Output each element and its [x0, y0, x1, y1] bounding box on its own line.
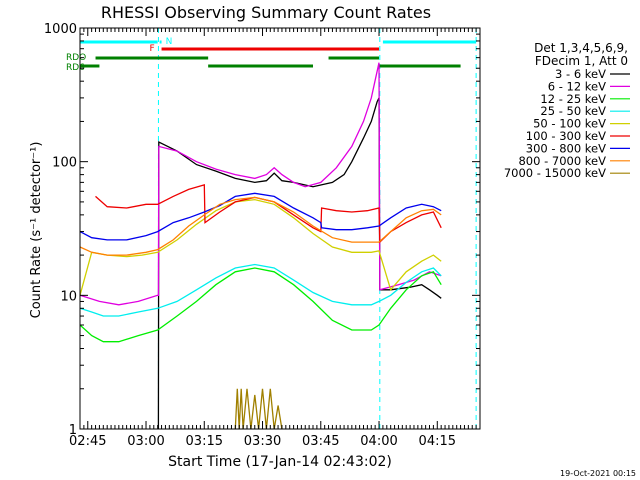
x-tick-label-3: 03:30 [244, 434, 281, 449]
series-line-7 [79, 196, 442, 256]
x-axis: 02:45 03:00 03:15 03:30 03:45 04:00 04:15 [69, 28, 477, 449]
legend-label-2: 12 - 25 keV [540, 92, 606, 106]
legend-label-1: 6 - 12 keV [548, 79, 606, 93]
legend-label-3: 25 - 50 keV [540, 104, 606, 118]
legend-label-8: 7000 - 15000 keV [504, 166, 606, 180]
legend-header-line-1: Det 1,3,4,5,6,9, [534, 41, 628, 55]
x-tick-label-5: 04:00 [360, 434, 397, 449]
legend-header-line-2: FDecim 1, Att 0 [535, 54, 628, 68]
state-bar-label-5: RD6 [66, 63, 85, 73]
state-bar-label-1: N [166, 37, 173, 47]
state-bar-label-3: F [150, 44, 155, 54]
series-line-8 [234, 388, 283, 430]
y-axis-label: Count Rate (s⁻¹ detector⁻¹) [29, 142, 44, 319]
series-line-4 [79, 198, 442, 296]
y-tick-label-1: 10 [60, 289, 77, 304]
y-axis: 1 10 100 1000 [44, 22, 480, 438]
series-line-6 [79, 192, 442, 241]
legend-label-0: 3 - 6 keV [555, 67, 606, 81]
series-line-0 [157, 97, 442, 430]
x-tick-label-1: 03:00 [127, 434, 164, 449]
x-tick-label-0: 02:45 [69, 434, 106, 449]
x-axis-label: Start Time (17-Jan-14 02:43:02) [168, 454, 392, 470]
series-line-3 [79, 263, 442, 317]
chart-title: RHESSI Observing Summary Count Rates [101, 3, 431, 22]
series-line-1 [79, 62, 442, 306]
legend-label-4: 50 - 100 keV [533, 117, 606, 131]
y-tick-label-3: 1000 [44, 22, 77, 37]
legend-label-5: 100 - 300 keV [526, 129, 606, 143]
y-tick-label-0: 1 [69, 423, 77, 438]
legend-label-7: 800 - 7000 keV [518, 154, 606, 168]
footer-date: 19-Oct-2021 00:15 [560, 469, 636, 478]
legend: Det 1,3,4,5,6,9, FDecim 1, Att 0 3 - 6 k… [504, 41, 630, 180]
plot-frame [79, 27, 481, 430]
y-tick-label-2: 100 [52, 156, 77, 171]
series-line-2 [79, 267, 442, 343]
x-tick-label-6: 04:15 [419, 434, 456, 449]
legend-label-6: 300 - 800 keV [526, 141, 606, 155]
state-bar-label-4: RDO [66, 53, 86, 63]
x-tick-label-4: 03:45 [302, 434, 339, 449]
x-tick-label-2: 03:15 [186, 434, 223, 449]
